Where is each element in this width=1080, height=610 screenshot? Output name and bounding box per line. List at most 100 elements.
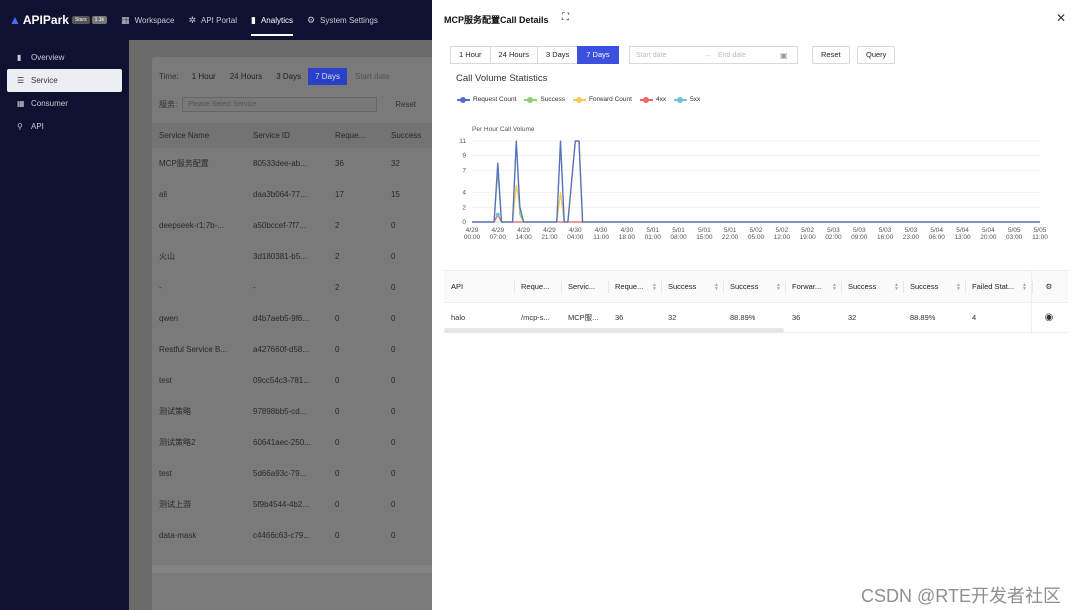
- table-row[interactable]: data-mask c4466c63-c79... 0 0: [152, 520, 434, 551]
- bar-chart-icon: ▮: [17, 53, 22, 62]
- fullscreen-icon[interactable]: ⛶: [562, 12, 569, 23]
- legend-item[interactable]: 4xx: [639, 96, 667, 103]
- table-cell: 0: [391, 438, 396, 447]
- calendar-icon[interactable]: ▣: [780, 50, 788, 60]
- x-tick-label: 13:00: [954, 234, 971, 241]
- column-settings-icon[interactable]: ⚙: [1031, 271, 1066, 302]
- service-select[interactable]: Please Select Service: [182, 97, 378, 112]
- close-icon[interactable]: ✕: [1056, 11, 1067, 25]
- table-row[interactable]: test 5d66a93c-79... 0 0: [152, 458, 434, 489]
- table-row[interactable]: qwen d4b7aeb5-9f6... 0 0: [152, 303, 434, 334]
- table-cell: 4: [972, 313, 977, 322]
- table-cell: /mcp-s...: [521, 313, 550, 322]
- drawer-time-3-days[interactable]: 3 Days: [536, 46, 579, 64]
- nav-label: System Settings: [320, 15, 378, 25]
- legend-item[interactable]: Request Count: [457, 96, 516, 103]
- nav-analytics[interactable]: ▮ Analytics: [251, 0, 293, 40]
- sidebar-item-consumer[interactable]: ▦ Consumer: [7, 92, 122, 115]
- view-eye-icon[interactable]: ◉: [1031, 303, 1066, 332]
- horizontal-scrollbar[interactable]: [152, 565, 434, 573]
- table-cell: a427660f-d58...: [253, 345, 310, 354]
- column-header[interactable]: Service ID: [253, 131, 290, 140]
- time-3-days-button[interactable]: 3 Days: [276, 72, 302, 81]
- table-cell: -: [159, 283, 162, 292]
- sidebar-item-overview[interactable]: ▮ Overview: [7, 46, 122, 69]
- reset-button[interactable]: Reset: [395, 100, 417, 109]
- table-row[interactable]: ali daa3b064-77... 17 15: [152, 179, 434, 210]
- list-icon: ☰: [17, 76, 25, 85]
- sidebar-item-service[interactable]: ☰ Service: [7, 69, 122, 92]
- table-row[interactable]: MCP服务配置 80533dee-ab... 36 32: [152, 148, 434, 179]
- query-button[interactable]: Query: [857, 46, 896, 64]
- time-7-days-button[interactable]: 7 Days: [308, 68, 347, 85]
- sort-icon[interactable]: ▲ ▼: [894, 282, 899, 292]
- table-cell: 32: [391, 159, 400, 168]
- legend-label: 4xx: [655, 96, 667, 103]
- table-cell: 0: [391, 252, 396, 261]
- sidebar-item-api[interactable]: ⚲ API: [7, 115, 122, 138]
- sort-icon[interactable]: ▲ ▼: [776, 282, 781, 292]
- column-header[interactable]: Success ▲ ▼: [903, 271, 965, 302]
- x-tick-label: 19:00: [799, 234, 816, 241]
- column-header[interactable]: Success: [391, 131, 422, 140]
- table-row[interactable]: 测试策略 97898bb5-cd... 0 0: [152, 396, 434, 427]
- sort-icon[interactable]: ▲ ▼: [956, 282, 961, 292]
- nav-system-settings[interactable]: ⚙ System Settings: [307, 0, 378, 40]
- time-24-hours-button[interactable]: 24 Hours: [229, 72, 263, 81]
- drawer-time-24-hours[interactable]: 24 Hours: [489, 46, 538, 64]
- nav-workspace[interactable]: ▦ Workspace: [121, 0, 174, 40]
- table-cell: test: [159, 376, 172, 385]
- legend-item[interactable]: 5xx: [674, 96, 700, 103]
- column-header[interactable]: API: [444, 271, 514, 302]
- x-tick-label: 5/01: [698, 227, 711, 234]
- table-row[interactable]: Restful Service B... a427660f-d58... 0 0: [152, 334, 434, 365]
- column-header[interactable]: Reque...: [514, 271, 561, 302]
- horizontal-scrollbar[interactable]: [444, 328, 784, 333]
- arrow-right-icon: →: [704, 51, 712, 59]
- column-header[interactable]: Forwar... ▲ ▼: [785, 271, 841, 302]
- sort-icon[interactable]: ▲ ▼: [652, 282, 657, 292]
- drawer-time-7-days[interactable]: 7 Days: [577, 46, 619, 64]
- column-header[interactable]: Reque... ▲ ▼: [608, 271, 661, 302]
- x-tick-label: 5/04: [930, 227, 943, 234]
- x-tick-label: 5/03: [879, 227, 892, 234]
- start-date-input[interactable]: Start date: [355, 72, 390, 81]
- x-tick-label: 12:00: [774, 234, 791, 241]
- sort-icon[interactable]: ▲ ▼: [714, 282, 719, 292]
- drawer-time-1-hour[interactable]: 1 Hour: [450, 46, 491, 64]
- time-1-hour-button[interactable]: 1 Hour: [191, 72, 216, 81]
- date-range-picker[interactable]: Start date → End date ▣: [629, 46, 798, 64]
- end-date-input[interactable]: End date: [718, 51, 747, 59]
- legend-item[interactable]: Success: [524, 96, 565, 103]
- x-tick-label: 00:00: [464, 234, 481, 241]
- column-header[interactable]: Success ▲ ▼: [723, 271, 785, 302]
- column-header[interactable]: Reque...: [335, 131, 366, 140]
- sort-icon[interactable]: ▲ ▼: [1022, 282, 1027, 292]
- table-row[interactable]: - - 2 0: [152, 272, 434, 303]
- column-header[interactable]: Service Name: [159, 131, 210, 140]
- sort-icon[interactable]: ▲ ▼: [832, 282, 837, 292]
- table-row[interactable]: deepseek-r1:7b-... a50bccef-7f7... 2 0: [152, 210, 434, 241]
- column-header-label: Forwar...: [792, 282, 822, 291]
- table-row[interactable]: test 09cc54c3-781... 0 0: [152, 365, 434, 396]
- reset-button[interactable]: Reset: [812, 46, 850, 64]
- column-header[interactable]: Servic...: [561, 271, 608, 302]
- table-row[interactable]: 火山 3d180381-b5... 2 0: [152, 241, 434, 272]
- x-tick-label: 08:00: [670, 234, 687, 241]
- table-row[interactable]: 测试策略2 60641aec-250... 0 0: [152, 427, 434, 458]
- logo[interactable]: ▲ APIPark Stars 1.1k: [9, 13, 108, 27]
- column-header[interactable]: Success ▲ ▼: [661, 271, 723, 302]
- nav-api-portal[interactable]: ✲ API Portal: [188, 0, 237, 40]
- column-header[interactable]: Success ▲ ▼: [841, 271, 903, 302]
- column-header[interactable]: Failed Stat... ▲ ▼: [965, 271, 1031, 302]
- legend-item[interactable]: Forward Count: [572, 96, 632, 103]
- x-tick-label: 20:00: [980, 234, 997, 241]
- table-cell: ali: [159, 190, 168, 199]
- start-date-input[interactable]: Start date: [636, 51, 667, 59]
- x-tick-label: 23:00: [903, 234, 920, 241]
- y-tick-label: 11: [459, 138, 466, 145]
- table-cell: d4b7aeb5-9f6...: [253, 314, 310, 323]
- github-stars-badge[interactable]: Stars: [71, 16, 90, 24]
- column-header-label: Reque...: [615, 282, 644, 291]
- table-row[interactable]: 测试上游 5f9b4544-4b2... 0 0: [152, 489, 434, 520]
